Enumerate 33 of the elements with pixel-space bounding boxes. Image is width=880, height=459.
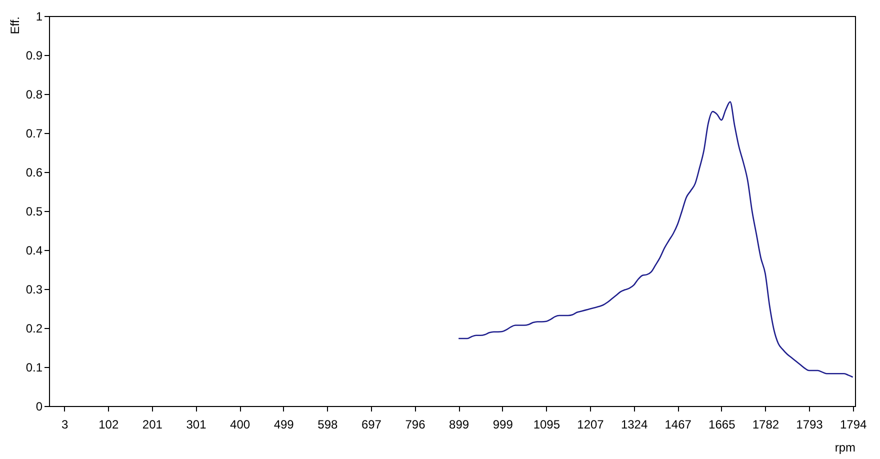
x-tick-label: 1467 — [664, 418, 692, 432]
x-tick-label: 1665 — [708, 418, 736, 432]
y-tick-label: 0.6 — [26, 166, 43, 180]
x-tick-label: 1324 — [620, 418, 648, 432]
x-tick-label: 598 — [318, 418, 338, 432]
x-tick-label: 1207 — [577, 418, 604, 432]
y-tick-label: 0.5 — [26, 204, 43, 218]
x-tick-label: 499 — [274, 418, 294, 432]
x-tick-label: 3 — [61, 418, 68, 432]
x-tick-label: 400 — [230, 418, 250, 432]
x-tick-label: 899 — [449, 418, 470, 432]
y-tick-label: 0.4 — [26, 244, 43, 258]
y-tick-label: 0.2 — [26, 322, 43, 336]
x-tick-label: 1794 — [840, 418, 867, 432]
x-tick-label: 301 — [186, 418, 207, 432]
x-tick-label: 796 — [405, 418, 426, 432]
y-tick-label: 1 — [36, 10, 43, 24]
y-tick-label: 0.9 — [26, 48, 43, 62]
y-tick-label: 0.3 — [26, 282, 43, 296]
y-axis-title: Eff. — [8, 16, 22, 34]
line-series — [458, 101, 854, 378]
y-tick-label: 0.8 — [26, 88, 43, 102]
x-tick-label: 201 — [142, 418, 163, 432]
x-tick-label: 697 — [361, 418, 382, 432]
x-tick-label: 1782 — [752, 418, 780, 432]
y-tick-label: 0.1 — [26, 360, 43, 374]
x-tick-label: 102 — [98, 418, 119, 432]
x-tick-label: 999 — [492, 418, 514, 432]
x-tick-label: 1793 — [796, 418, 824, 432]
y-tick-label: 0 — [36, 400, 43, 414]
x-axis-title: rpm — [834, 440, 856, 454]
y-tick-label: 0.7 — [26, 126, 43, 140]
x-tick-label: 1095 — [533, 418, 560, 432]
